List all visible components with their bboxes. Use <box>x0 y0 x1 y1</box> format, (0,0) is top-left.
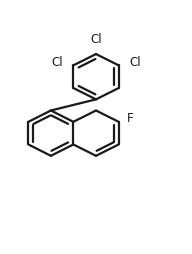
Text: Cl: Cl <box>129 56 141 69</box>
Text: F: F <box>127 113 134 125</box>
Text: Cl: Cl <box>90 33 102 46</box>
Text: Cl: Cl <box>51 56 63 69</box>
